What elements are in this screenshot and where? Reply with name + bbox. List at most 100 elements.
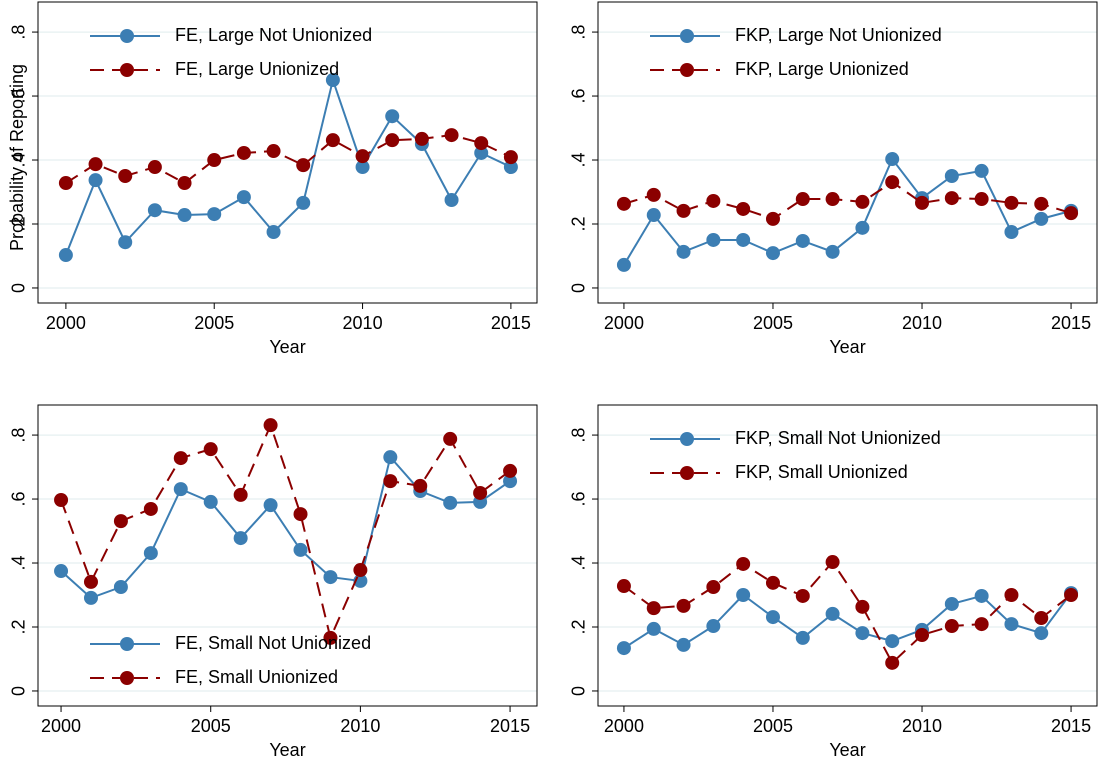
data-point <box>706 580 721 595</box>
plot-frame <box>37 1 538 304</box>
x-tick-label: 2015 <box>1051 313 1091 333</box>
data-point <box>203 494 218 509</box>
data-point <box>236 190 251 205</box>
series-line <box>65 134 512 185</box>
data-point <box>795 233 810 248</box>
data-point <box>444 128 459 143</box>
data-point <box>323 570 338 585</box>
data-point <box>885 634 900 649</box>
data-point <box>765 246 780 261</box>
data-point <box>646 601 661 616</box>
data-point <box>173 482 188 497</box>
data-point <box>207 207 222 222</box>
data-point <box>443 431 458 446</box>
data-point <box>706 193 721 208</box>
data-point <box>1034 611 1049 626</box>
panel: 0 .2 .4 .6 .8 2000 2005 2010 2015 Year FKP, Small … <box>569 404 1098 760</box>
x-tick-label: 2015 <box>1051 716 1091 736</box>
data-point <box>325 73 340 88</box>
data-point <box>974 192 989 207</box>
legend-label: FE, Small Unionized <box>175 667 338 687</box>
x-tick-label: 2005 <box>191 716 231 736</box>
data-point <box>177 208 192 223</box>
data-point <box>474 136 489 151</box>
panel: 0 .2 .4 .6 .8 2000 2005 2010 2015 Year FE, Small N… <box>9 404 538 760</box>
data-point <box>296 195 311 210</box>
legend-label: FKP, Small Unionized <box>735 462 908 482</box>
data-point <box>385 133 400 148</box>
data-point <box>503 474 518 489</box>
data-point <box>616 196 631 211</box>
x-tick-label: 2005 <box>753 716 793 736</box>
y-tick-label: 0 <box>569 686 589 696</box>
data-point <box>444 193 459 208</box>
data-point <box>736 588 751 603</box>
data-point <box>88 157 103 172</box>
y-tick-label: .4 <box>9 556 29 571</box>
panel: 0 .2 .4 .6 .8 2000 2005 2010 2015 Year Probability… <box>7 1 538 357</box>
data-point <box>765 575 780 590</box>
legend-label: FE, Large Not Unionized <box>175 25 372 45</box>
y-tick-label: 0 <box>9 283 29 293</box>
data-point <box>885 655 900 670</box>
y-tick-label: .6 <box>569 89 589 104</box>
data-point <box>676 203 691 218</box>
data-point <box>383 474 398 489</box>
series-line <box>60 422 511 641</box>
data-point <box>795 192 810 207</box>
data-point <box>503 463 518 478</box>
data-point <box>263 418 278 433</box>
y-tick-label: .6 <box>569 492 589 507</box>
x-tick-label: 2010 <box>902 313 942 333</box>
x-axis-title: Year <box>269 337 305 357</box>
y-tick-label: .4 <box>569 556 589 571</box>
data-point <box>353 563 368 578</box>
data-point <box>263 498 278 513</box>
x-tick-label: 2010 <box>902 716 942 736</box>
x-axis-title: Year <box>829 337 865 357</box>
legend-marker <box>680 466 694 480</box>
x-tick-label: 2015 <box>490 716 530 736</box>
plot-frame <box>597 1 1098 304</box>
plot-frame <box>37 404 538 707</box>
data-point <box>173 451 188 466</box>
plot-frame <box>597 404 1098 707</box>
series-line <box>64 76 512 256</box>
data-point <box>1004 195 1019 210</box>
data-point <box>177 176 192 191</box>
legend-label: FKP, Large Not Unionized <box>735 25 942 45</box>
x-tick-label: 2005 <box>194 313 234 333</box>
y-tick-label: .6 <box>9 89 29 104</box>
data-point <box>706 232 721 247</box>
data-point <box>323 630 338 645</box>
data-point <box>825 244 840 259</box>
data-point <box>1034 211 1049 226</box>
data-point <box>676 598 691 613</box>
data-point <box>736 201 751 216</box>
data-point <box>266 224 281 239</box>
legend-marker <box>120 63 134 77</box>
legend-label: FKP, Small Not Unionized <box>735 428 941 448</box>
data-point <box>646 208 661 223</box>
data-point <box>616 641 631 656</box>
data-point <box>915 627 930 642</box>
data-point <box>736 232 751 247</box>
data-point <box>474 145 489 160</box>
data-point <box>974 617 989 632</box>
legend-marker <box>680 63 694 77</box>
data-point <box>293 507 308 522</box>
legend-marker <box>120 29 134 43</box>
data-point <box>296 158 311 173</box>
data-point <box>207 153 222 168</box>
x-axis-title: Year <box>829 740 865 760</box>
data-point <box>355 160 370 175</box>
data-point <box>974 588 989 603</box>
data-point <box>1034 626 1049 641</box>
panel: 0 .2 .4 .6 .8 2000 2005 2010 2015 Year FKP, Large … <box>569 1 1098 357</box>
y-tick-label: .2 <box>569 619 589 634</box>
data-point <box>414 131 429 146</box>
data-point <box>385 109 400 124</box>
data-point <box>885 152 900 167</box>
